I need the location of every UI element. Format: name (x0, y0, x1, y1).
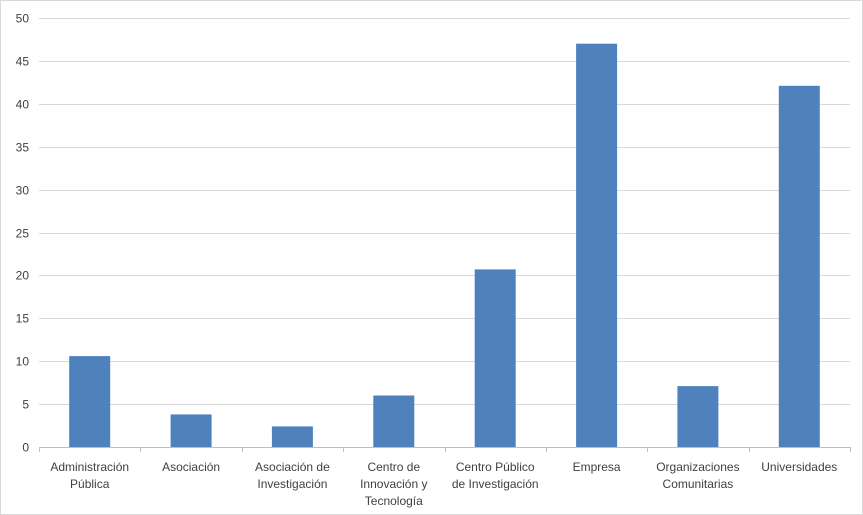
x-category-label-line: de Investigación (452, 477, 539, 491)
y-tick-label: 10 (16, 355, 30, 369)
x-category-label: Asociación (162, 460, 220, 474)
bar (778, 85, 820, 448)
bar (576, 43, 618, 447)
x-category-label-line: Empresa (573, 460, 621, 474)
x-category-label-line: Asociación (162, 460, 220, 474)
y-tick-label: 15 (16, 312, 30, 326)
x-category-label: Organizaciones Comunitarias (656, 460, 739, 491)
x-category-label: Administración Pública (50, 460, 129, 491)
x-category-label-line: Centro Público (456, 460, 535, 474)
x-category-label-line: Centro de (367, 460, 420, 474)
y-tick-label: 35 (16, 141, 30, 155)
y-tick-label: 5 (22, 398, 29, 412)
bars (69, 43, 820, 448)
x-category-label-line: Administración (50, 460, 129, 474)
gridlines (39, 18, 850, 405)
y-axis-tick-labels: 0 5 10 15 20 25 30 35 40 45 50 (16, 12, 30, 455)
bar (677, 386, 719, 447)
x-category-label-line: Investigación (257, 477, 327, 491)
bar (373, 395, 415, 447)
x-category-label: Centro de Innovación y Tecnología (360, 460, 427, 508)
bar (474, 269, 516, 447)
y-tick-label: 45 (16, 55, 30, 69)
y-tick-label: 20 (16, 269, 30, 283)
x-category-label-line: Tecnología (365, 494, 423, 508)
x-category-label: Asociación de Investigación (255, 460, 330, 491)
y-tick-label: 50 (16, 12, 30, 26)
x-category-label-line: Asociación de (255, 460, 330, 474)
x-category-label-line: Innovación y (360, 477, 427, 491)
x-axis (39, 447, 851, 452)
y-tick-label: 40 (16, 98, 30, 112)
x-category-label-line: Comunitarias (663, 477, 734, 491)
x-category-label: Universidades (761, 460, 837, 474)
x-axis-category-labels: Administración Pública Asociación Asociació… (50, 460, 837, 508)
x-category-label-line: Organizaciones (656, 460, 739, 474)
y-tick-label: 0 (22, 441, 29, 455)
bar (170, 414, 212, 447)
x-category-label: Empresa (573, 460, 621, 474)
y-tick-label: 30 (16, 184, 30, 198)
bar (69, 356, 111, 447)
bar (271, 426, 313, 447)
x-category-label-line: Universidades (761, 460, 837, 474)
x-category-label: Centro Público de Investigación (452, 460, 539, 491)
y-tick-label: 25 (16, 227, 30, 241)
x-category-label-line: Pública (70, 477, 110, 491)
